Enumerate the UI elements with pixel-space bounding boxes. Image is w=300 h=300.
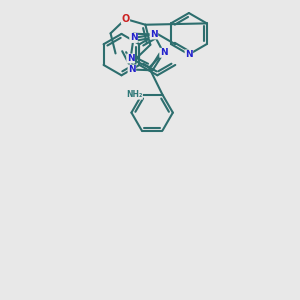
Text: NH₂: NH₂: [126, 90, 142, 99]
Text: N: N: [130, 34, 137, 43]
Text: N: N: [128, 65, 136, 74]
Text: N: N: [127, 54, 134, 63]
Text: N: N: [185, 50, 193, 59]
Text: O: O: [122, 14, 130, 24]
Text: N: N: [160, 48, 167, 57]
Text: N: N: [150, 30, 158, 39]
